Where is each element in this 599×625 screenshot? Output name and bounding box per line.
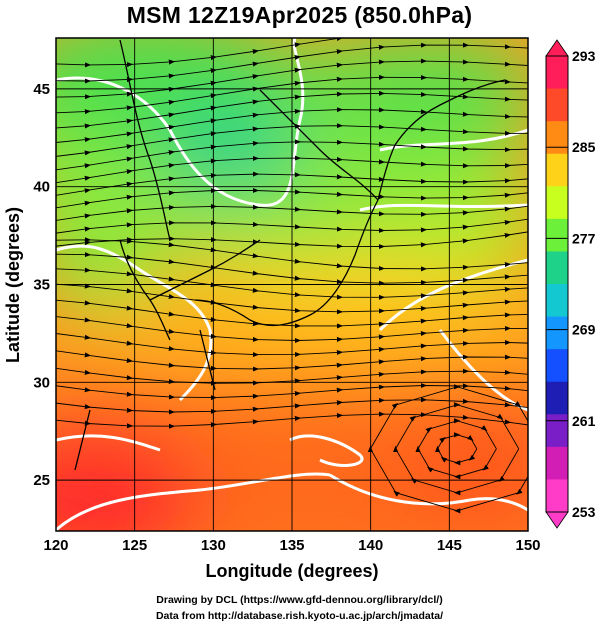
streamline <box>56 218 528 234</box>
colorbar-segment <box>546 186 568 220</box>
credit-line-data: Data from http://database.rish.kyoto-u.a… <box>155 610 444 622</box>
streamline <box>56 155 528 184</box>
colorbar-segment <box>546 381 568 415</box>
wind-streamlines <box>56 38 528 514</box>
colorbar-segment <box>546 316 568 350</box>
y-axis-title: Latitude (degrees) <box>3 207 23 363</box>
y-tick-label: 35 <box>33 277 50 294</box>
x-tick-label: 135 <box>279 537 304 554</box>
streamline <box>56 203 528 221</box>
colorbar-segment <box>546 153 568 187</box>
x-axis-title: Longitude (degrees) <box>205 561 378 581</box>
y-tick-label: 25 <box>33 472 50 489</box>
x-tick-label: 125 <box>122 537 147 554</box>
x-tick-label: 150 <box>515 537 540 554</box>
y-axis-ticks: 25 30 35 40 45 <box>33 81 50 489</box>
x-tick-label: 130 <box>201 537 226 554</box>
credit-line-dcl: Drawing by DCL (https://www.gfd-dennou.o… <box>156 594 443 606</box>
colorbar: 293 285 277 269 261 253 <box>545 39 596 529</box>
colorbar-segment <box>546 284 568 318</box>
colorbar-label: 293 <box>572 48 596 64</box>
colorbar-segment <box>546 479 568 513</box>
y-tick-label: 40 <box>33 179 50 196</box>
streamline <box>56 350 528 372</box>
streamline <box>56 367 528 386</box>
plot-frame <box>55 37 529 532</box>
colorbar-segment <box>546 446 568 480</box>
x-tick-label: 140 <box>358 537 383 554</box>
streamline <box>56 171 528 196</box>
y-tick-label: 30 <box>33 374 50 391</box>
colorbar-segment <box>546 121 568 155</box>
colorbar-segment <box>546 218 568 252</box>
colorbar-label: 277 <box>572 230 596 246</box>
colorbar-segment <box>546 56 568 90</box>
colorbar-label: 285 <box>572 139 596 155</box>
x-tick-label: 120 <box>43 537 68 554</box>
x-axis-ticks: 120 125 130 135 140 145 150 <box>43 537 540 554</box>
temperature-wind-map: 120 125 130 135 140 145 150 25 30 35 40 45 Longitu… <box>3 37 596 581</box>
x-tick-label: 145 <box>437 537 462 554</box>
colorbar-segment <box>546 349 568 383</box>
colorbar-segment <box>546 251 568 285</box>
map-title: MSM 12Z19Apr2025 (850.0hPa) <box>126 2 473 28</box>
y-tick-label: 45 <box>33 81 50 98</box>
colorbar-label: 269 <box>572 322 596 338</box>
colorbar-segment <box>546 88 568 122</box>
temperature-field <box>56 38 528 531</box>
colorbar-max-arrow <box>545 39 569 57</box>
colorbar-label: 261 <box>572 413 596 429</box>
colorbar-min-arrow <box>545 511 569 529</box>
streamline <box>56 187 528 209</box>
colorbar-segment <box>546 414 568 448</box>
credits: Drawing by DCL (https://www.gfd-dennou.o… <box>0 592 599 624</box>
colorbar-label: 253 <box>572 504 596 520</box>
